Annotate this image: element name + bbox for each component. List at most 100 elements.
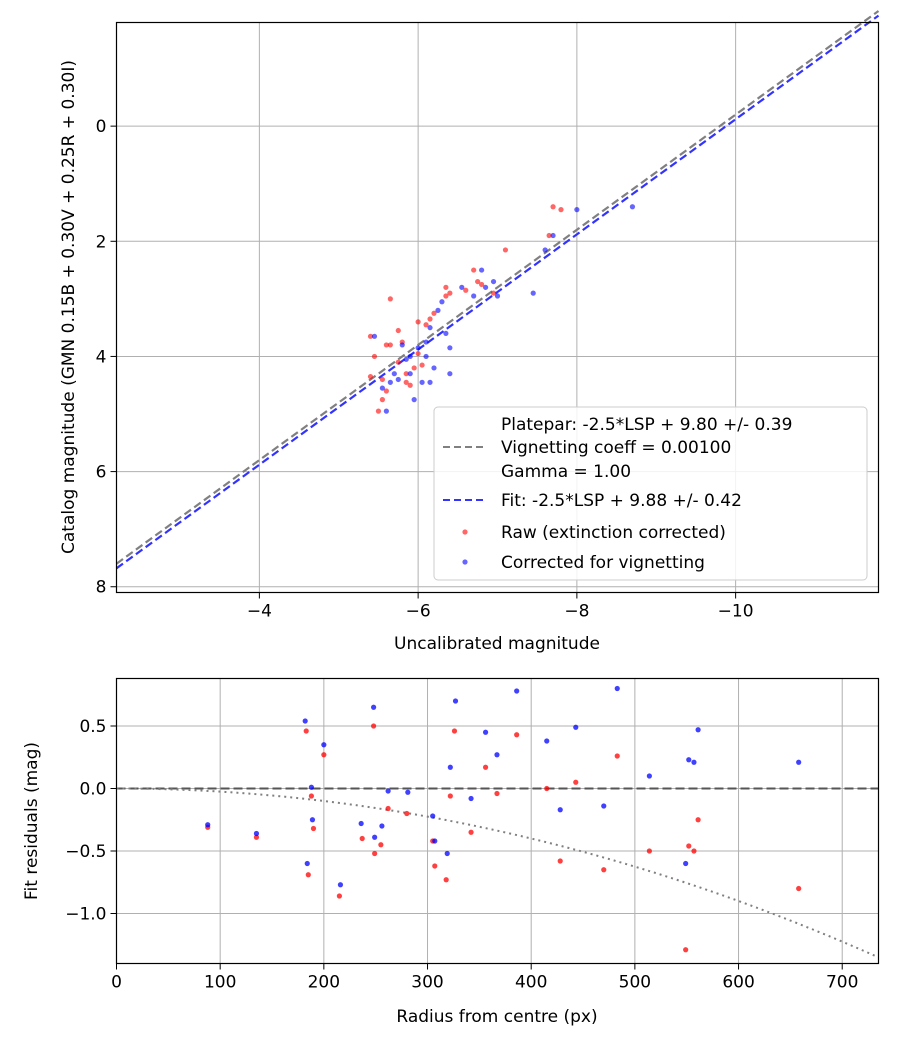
legend-fit-label: Fit: -2.5*LSP + 9.88 +/- 0.42 [501,491,742,511]
raw-point [544,785,550,792]
corrected-point [601,803,607,809]
raw-point [253,834,260,840]
corrected-point [444,850,450,857]
x-tick-label: 700 [826,973,858,993]
raw-point [403,379,409,385]
raw-point [482,764,489,770]
y-tick-label: −1.0 [65,905,106,925]
calibration-chart: −4 −6 −8 −10 0 2 4 6 8 Uncalibrated magnitude Ca… [59,10,880,654]
top-ticks: −4 −6 −8 −10 0 2 4 6 8 [96,117,754,621]
corrected-point [321,742,327,748]
legend-corrected-marker [462,559,468,565]
raw-point [427,316,433,322]
corrected-point [544,738,550,744]
raw-point [415,350,421,357]
raw-point [379,397,386,403]
corrected-point [371,704,377,710]
corrected-point [407,371,413,377]
raw-point [451,728,458,734]
corrected-point [407,353,413,360]
raw-point [305,872,311,878]
top-fit-lines [115,10,880,570]
raw-point [395,359,401,365]
raw-point [646,848,652,854]
raw-point [686,843,692,849]
raw-point [695,817,701,823]
raw-point [447,793,453,799]
raw-point [601,867,607,873]
raw-point [573,779,579,785]
corrected-point [683,860,689,867]
raw-point [443,877,449,883]
corrected-point [439,299,445,305]
raw-point [502,247,509,253]
raw-point [387,296,393,302]
raw-point [683,947,689,953]
raw-point [367,333,374,339]
corrected-point [403,356,409,362]
raw-point [321,752,327,758]
legend-vignetting-label: Vignetting coeff = 0.00100 [501,438,731,458]
raw-point [336,893,342,899]
bottom-axes-frame [115,677,880,965]
corrected-point [691,759,697,765]
corrected-point [309,817,316,823]
corrected-point [459,284,465,290]
raw-point [614,753,620,759]
raw-point [550,204,556,210]
corrected-point [423,353,429,360]
raw-point [404,810,410,817]
raw-point [475,278,481,285]
corrected-point [494,293,501,299]
raw-point [367,373,374,380]
bottom-data-points [205,685,802,953]
corrected-point [391,371,397,377]
vignetting-model-curve [116,787,879,959]
legend-raw-marker [462,529,468,535]
fit-line-platepar [115,10,880,565]
raw-point [479,281,485,288]
corrected-point [205,822,211,828]
x-tick-label: 100 [204,973,236,993]
raw-point [303,728,309,734]
corrected-point [415,345,421,351]
corrected-point [423,339,429,345]
y-tick-label: 2 [96,232,107,252]
corrected-point [557,807,563,813]
corrected-point [399,342,405,348]
corrected-point [494,752,500,758]
x-tick-label: 500 [619,973,651,993]
corrected-point [358,820,364,827]
x-tick-label: −10 [718,602,754,622]
corrected-point [405,789,411,795]
corrected-point [253,830,260,837]
corrected-point [432,838,438,844]
x-tick-label: −8 [564,602,589,622]
corrected-point [482,729,489,735]
corrected-point [479,267,485,273]
raw-point [432,863,438,869]
raw-point [378,842,384,848]
raw-point [415,319,421,325]
raw-point [310,825,317,832]
corrected-point [646,773,652,779]
raw-point [359,835,365,842]
corrected-point [514,688,520,694]
raw-point [514,732,520,738]
raw-point [796,885,802,892]
raw-point [546,232,552,239]
corrected-point [443,330,449,337]
corrected-point [383,408,389,414]
corrected-point [796,759,802,765]
corrected-point [447,764,453,770]
legend-box [433,406,868,581]
corrected-point [629,204,636,210]
raw-point [443,293,449,299]
raw-point [372,850,378,857]
raw-point [494,790,500,797]
legend: Platepar: -2.5*LSP + 9.80 +/- 0.39 Vigne… [433,406,868,581]
corrected-point [573,724,579,730]
bottom-y-axis-label: Fit residuals (mag) [22,742,42,900]
raw-point [468,829,474,835]
